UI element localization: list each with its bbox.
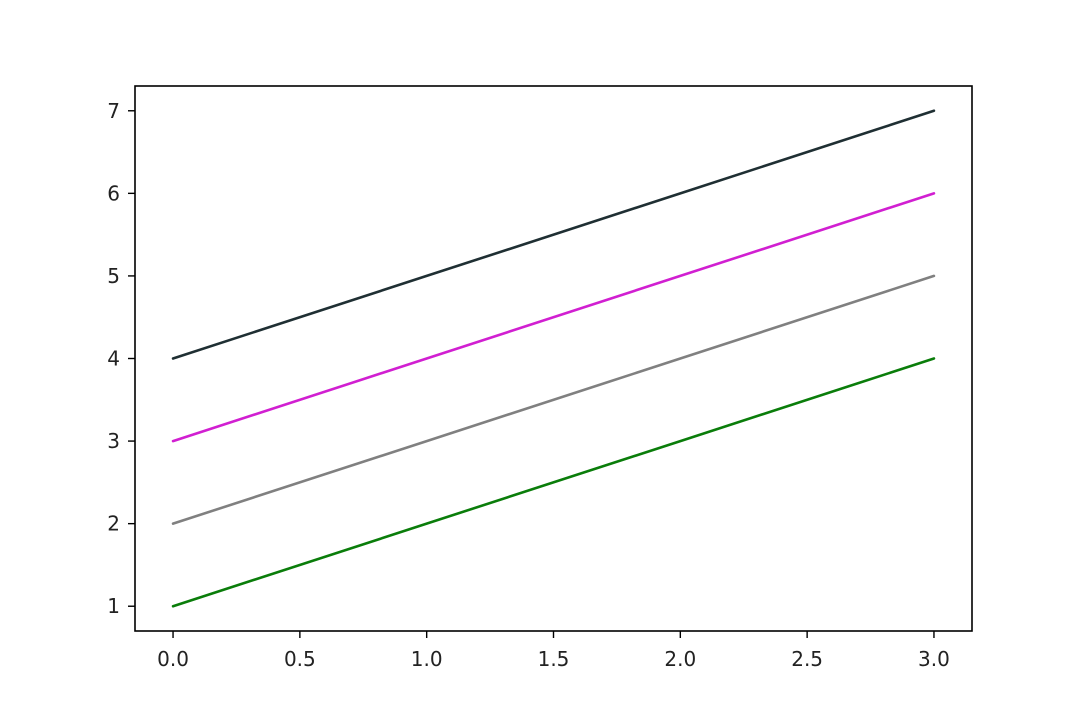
x-tick-label: 1.5 — [538, 647, 570, 671]
series-line-4 — [171, 109, 936, 360]
y-axis: 1 2 3 4 5 6 7 — [107, 99, 135, 618]
y-tick-label: 5 — [107, 264, 120, 288]
y-tick-label: 2 — [107, 512, 120, 536]
series-line-2 — [171, 274, 936, 525]
x-tick-label: 0.5 — [284, 647, 316, 671]
x-tick-label: 1.0 — [411, 647, 443, 671]
series-line-3 — [171, 192, 936, 443]
x-axis: 0.0 0.5 1.0 1.5 2.0 2.5 3.0 — [157, 631, 950, 671]
x-tick-label: 3.0 — [918, 647, 950, 671]
x-tick-label: 0.0 — [157, 647, 189, 671]
x-tick-label: 2.5 — [791, 647, 823, 671]
y-tick-label: 4 — [107, 347, 120, 371]
y-tick-label: 7 — [107, 99, 120, 123]
y-tick-label: 6 — [107, 181, 120, 205]
x-tick-label: 2.0 — [664, 647, 696, 671]
plot-frame — [134, 85, 973, 632]
y-tick-label: 3 — [107, 429, 120, 453]
series-layer — [171, 109, 936, 608]
series-line-1 — [171, 357, 936, 608]
y-tick-label: 1 — [107, 594, 120, 618]
